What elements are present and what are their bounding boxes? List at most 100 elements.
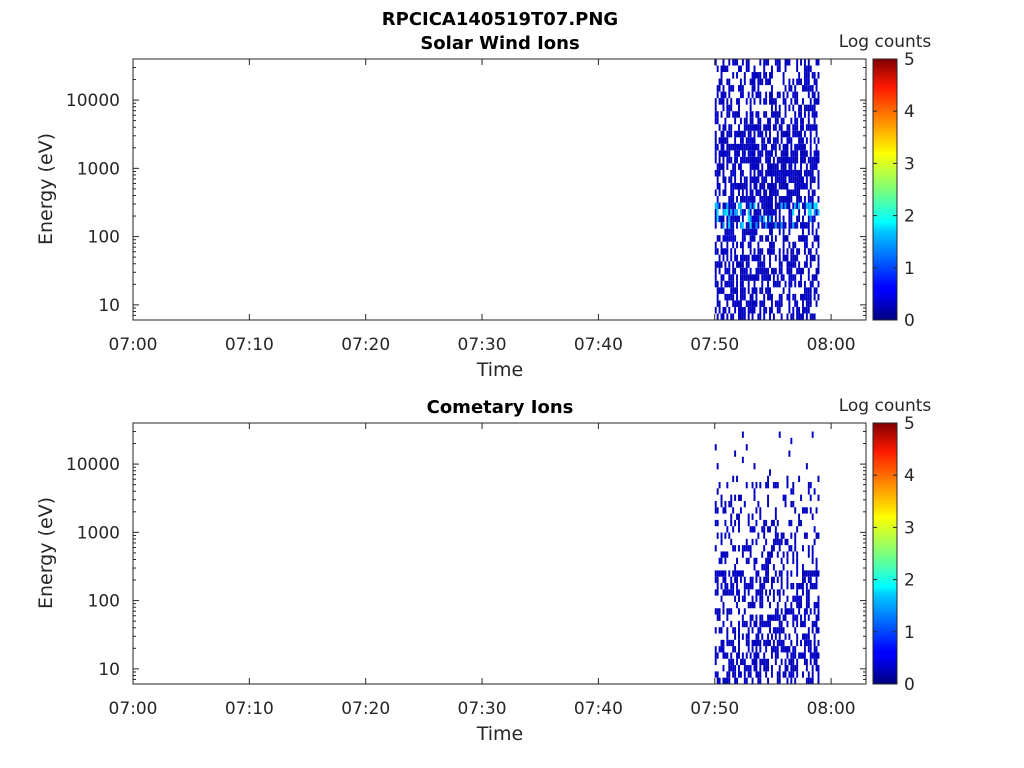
spectrogram-cell xyxy=(794,169,797,177)
spectrogram-cell xyxy=(803,78,806,86)
spectrogram-cell xyxy=(765,557,768,565)
spectrogram-cell xyxy=(734,176,737,183)
spectrogram-cell xyxy=(796,526,799,533)
spectrogram-cell xyxy=(802,85,804,92)
spectrogram-cell xyxy=(790,313,793,320)
spectrogram-cell xyxy=(770,576,773,584)
spectrogram-cell xyxy=(776,646,779,653)
spectrogram-cell xyxy=(803,293,806,301)
spectrogram-cell xyxy=(741,169,744,177)
spectrogram-cell xyxy=(716,215,719,223)
figure-title: RPCICA140519T07.PNG xyxy=(382,9,618,30)
colorbar-tick-label: 2 xyxy=(904,207,915,227)
spectrogram-cell xyxy=(753,248,756,255)
spectrogram-cell xyxy=(778,248,781,255)
spectrogram-cell xyxy=(745,557,748,565)
spectrogram-cell xyxy=(757,500,760,508)
spectrogram-cell xyxy=(807,671,810,678)
spectrogram-cell xyxy=(782,91,785,99)
spectrogram-cell xyxy=(767,633,770,640)
spectrogram-cell xyxy=(767,551,770,558)
spectrogram-cell xyxy=(784,156,787,164)
spectrogram-cell xyxy=(796,589,799,596)
spectrogram-cell xyxy=(774,222,777,229)
spectrogram-cell xyxy=(722,507,725,514)
spectrogram-cell xyxy=(718,287,721,294)
spectrogram-cell xyxy=(749,176,752,183)
spectrogram-cell xyxy=(716,176,719,183)
spectrogram-cell xyxy=(761,300,764,307)
spectrogram-cell xyxy=(716,583,719,590)
spectrogram-cell xyxy=(743,267,746,275)
spectrogram-cell xyxy=(774,254,777,262)
spectrogram-cell xyxy=(714,202,717,210)
spectrogram-cell xyxy=(738,143,740,151)
spectrogram-cell xyxy=(794,614,797,621)
spectrogram-cell xyxy=(776,65,779,73)
spectrogram-cell xyxy=(743,658,746,666)
spectrogram-cell xyxy=(815,124,818,131)
spectrogram-cell xyxy=(782,98,785,105)
spectrogram-cell xyxy=(778,671,781,678)
spectrogram-cell xyxy=(805,182,808,190)
spectrogram-cell xyxy=(774,614,777,621)
spectrogram-cell xyxy=(815,111,818,118)
spectrogram-cell xyxy=(747,65,750,73)
spectrogram-cell xyxy=(796,658,799,666)
spectrogram-cell xyxy=(765,482,768,489)
spectrogram-cell xyxy=(811,313,814,320)
spectrogram-cell xyxy=(800,176,803,183)
spectrogram-cell xyxy=(767,274,770,281)
spectrogram-cell xyxy=(813,111,816,118)
spectrogram-cell xyxy=(780,300,783,307)
spectrogram-cell xyxy=(811,652,814,659)
spectrogram-cell xyxy=(770,665,773,672)
spectrogram-cell xyxy=(776,117,779,125)
spectrogram-cell xyxy=(794,130,797,138)
spectrogram-cell xyxy=(770,519,773,527)
spectrogram-cell xyxy=(782,176,785,183)
spectrogram-cell xyxy=(722,104,725,112)
spectrogram-cell xyxy=(772,627,775,634)
spectrogram-cell xyxy=(724,583,727,590)
spectrogram-cell xyxy=(792,261,795,268)
spectrogram-cell xyxy=(802,235,804,242)
spectrogram-cell xyxy=(716,576,719,584)
spectrogram-cell xyxy=(722,189,725,197)
spectrogram-cell xyxy=(745,482,748,489)
spectrogram-cell xyxy=(759,169,762,177)
spectrogram-cell xyxy=(802,300,804,307)
spectrogram-cell xyxy=(774,570,777,577)
spectrogram-cell xyxy=(747,143,750,151)
spectrogram-cell xyxy=(796,182,799,190)
spectrogram-cell xyxy=(763,222,766,229)
spectrogram-cell xyxy=(724,261,727,268)
spectrogram-cell xyxy=(739,196,742,203)
spectrogram-cell xyxy=(751,293,754,301)
spectrogram-cell xyxy=(780,137,783,144)
spectrogram-cell xyxy=(772,576,775,584)
spectrogram-cell xyxy=(772,156,775,164)
spectrogram-cell xyxy=(718,163,721,170)
spectrogram-cell xyxy=(722,287,725,294)
spectrogram-cell xyxy=(747,633,750,640)
spectrogram-cell xyxy=(734,209,737,216)
spectrogram-cell xyxy=(817,176,820,183)
spectrogram-cell xyxy=(728,78,731,86)
spectrogram-cell xyxy=(759,665,762,672)
spectrogram-cell xyxy=(780,532,783,539)
spectrogram-cell xyxy=(724,519,727,527)
spectrogram-cell xyxy=(732,545,735,552)
spectrogram-cell xyxy=(776,91,779,99)
spectrogram-cell xyxy=(753,306,756,314)
spectrogram-cell xyxy=(790,671,793,678)
spectrogram-cell xyxy=(734,130,737,138)
spectrogram-cell xyxy=(749,137,752,144)
spectrogram-cell xyxy=(802,150,804,157)
spectrogram-cell xyxy=(790,488,793,495)
spectrogram-cell xyxy=(809,280,812,288)
spectrogram-cell xyxy=(805,150,808,157)
spectrogram-cell xyxy=(732,267,735,275)
spectrogram-cell xyxy=(772,519,775,527)
spectrogram-cell xyxy=(749,202,752,210)
